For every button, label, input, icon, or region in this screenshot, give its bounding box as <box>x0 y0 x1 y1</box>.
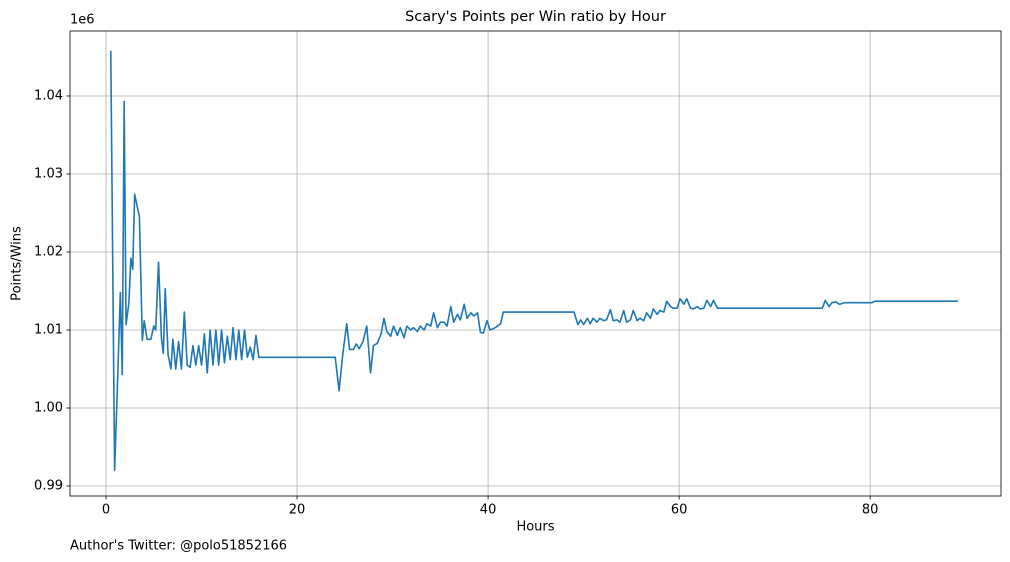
y-tick-label: 1.04 <box>34 88 63 103</box>
y-tick-label: 0.99 <box>34 479 63 494</box>
x-axis-label: Hours <box>516 520 554 535</box>
footnote: Author's Twitter: @polo51852166 <box>70 539 287 554</box>
y-tick-label: 1.03 <box>34 166 63 181</box>
y-tick-label: 1.00 <box>34 401 63 416</box>
y-tick-label: 1.02 <box>34 244 63 259</box>
y-tick-label: 1.01 <box>34 323 63 338</box>
chart-title: Scary's Points per Win ratio by Hour <box>405 9 666 25</box>
data-line <box>109 50 959 472</box>
y-axis-label: Points/Wins <box>10 226 25 301</box>
x-tick-label: 0 <box>102 503 110 518</box>
x-tick-label: 80 <box>862 503 879 518</box>
y-offset-label: 1e6 <box>70 13 95 28</box>
x-tick-label: 20 <box>289 503 306 518</box>
x-tick-label: 60 <box>671 503 688 518</box>
x-tick-label: 40 <box>480 503 497 518</box>
plot-frame <box>69 30 1002 497</box>
